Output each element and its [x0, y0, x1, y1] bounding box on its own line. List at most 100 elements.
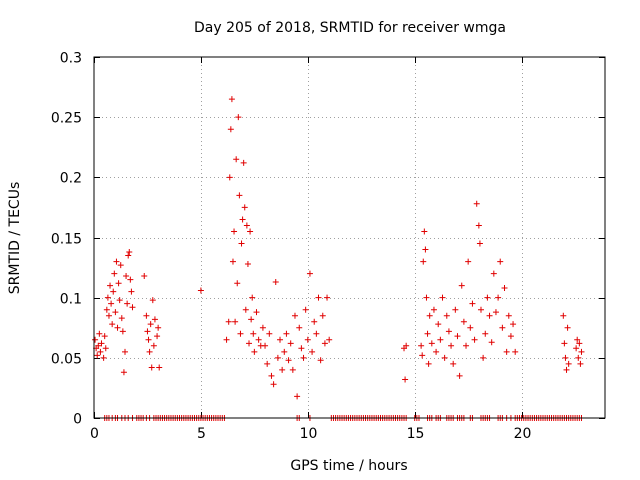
data-point — [154, 333, 161, 340]
data-point — [497, 258, 504, 265]
data-point — [119, 328, 126, 335]
data-point — [507, 333, 514, 340]
data-point — [419, 352, 426, 359]
data-point — [244, 260, 251, 267]
data-point — [272, 279, 279, 286]
data-point — [120, 369, 127, 376]
data-point — [266, 330, 273, 337]
data-point — [311, 318, 318, 325]
data-point — [458, 282, 465, 289]
data-point — [402, 376, 409, 383]
data-point — [287, 340, 294, 347]
data-point — [92, 336, 99, 343]
data-point — [477, 306, 484, 313]
data-point — [423, 294, 430, 301]
y-tick-label: 0.15 — [51, 232, 82, 248]
data-point — [476, 240, 483, 247]
data-point — [123, 273, 130, 280]
data-point — [264, 360, 271, 367]
data-point — [104, 294, 111, 301]
data-point — [561, 340, 568, 347]
data-point — [235, 114, 242, 121]
data-point — [503, 348, 510, 355]
data-point — [262, 342, 269, 349]
data-point — [96, 330, 103, 337]
data-point — [285, 357, 292, 364]
data-point — [251, 348, 258, 355]
data-point — [117, 262, 124, 269]
data-point — [565, 360, 572, 367]
data-point — [435, 321, 442, 328]
data-point — [321, 340, 328, 347]
data-point — [107, 282, 114, 289]
data-point — [239, 216, 246, 223]
data-point — [156, 364, 163, 371]
data-point — [128, 288, 135, 295]
data-point — [480, 354, 487, 361]
data-point — [577, 360, 584, 367]
data-point — [445, 328, 452, 335]
data-point — [145, 336, 152, 343]
data-point — [484, 294, 491, 301]
data-point — [149, 297, 156, 304]
data-point — [116, 297, 123, 304]
axis-ticks: 0 5 10 15 20 0 0.05 0.1 0.15 0.2 0.25 0.3 — [51, 51, 605, 442]
data-point — [144, 328, 151, 335]
data-point — [403, 342, 410, 349]
data-point — [197, 287, 204, 294]
data-point — [302, 306, 309, 313]
data-point — [420, 258, 427, 265]
data-point — [155, 324, 162, 331]
data-point — [277, 336, 284, 343]
data-point — [437, 336, 444, 343]
data-point — [151, 316, 158, 323]
data-point — [564, 324, 571, 331]
data-point — [294, 393, 301, 400]
data-point — [495, 294, 502, 301]
data-point — [306, 270, 313, 277]
y-tick-label: 0.3 — [60, 51, 82, 67]
grid-lines — [94, 57, 605, 418]
data-point — [326, 336, 333, 343]
data-point — [248, 316, 255, 323]
data-point — [574, 336, 581, 343]
data-point — [223, 336, 230, 343]
x-tick-label: 0 — [90, 426, 99, 442]
data-point — [501, 285, 508, 292]
data-point — [317, 357, 324, 364]
data-point — [113, 258, 120, 265]
data-point — [124, 300, 131, 307]
data-point — [422, 246, 429, 253]
data-point — [562, 354, 569, 361]
data-point — [324, 294, 331, 301]
data-point — [486, 312, 493, 319]
data-point — [253, 309, 260, 316]
data-point — [298, 345, 305, 352]
data-point — [510, 321, 517, 328]
data-point — [246, 340, 253, 347]
data-point — [234, 280, 241, 287]
data-point — [309, 348, 316, 355]
data-point — [573, 345, 580, 352]
data-point — [243, 222, 250, 229]
data-point — [428, 340, 435, 347]
data-point — [471, 336, 478, 343]
data-point — [433, 348, 440, 355]
data-point — [229, 258, 236, 265]
data-point — [241, 204, 248, 211]
data-point — [148, 364, 155, 371]
x-tick-label: 5 — [197, 426, 206, 442]
data-point — [259, 324, 266, 331]
data-point — [313, 330, 320, 337]
data-point — [150, 342, 157, 349]
data-point — [304, 336, 311, 343]
data-point — [94, 352, 101, 359]
data-point — [281, 348, 288, 355]
data-point — [270, 381, 277, 388]
data-point — [499, 324, 506, 331]
data-point — [110, 288, 117, 295]
data-point — [231, 228, 238, 235]
data-point — [237, 330, 244, 337]
y-axis-label: SRMTID / TECUs — [7, 182, 23, 295]
data-point — [238, 240, 245, 247]
